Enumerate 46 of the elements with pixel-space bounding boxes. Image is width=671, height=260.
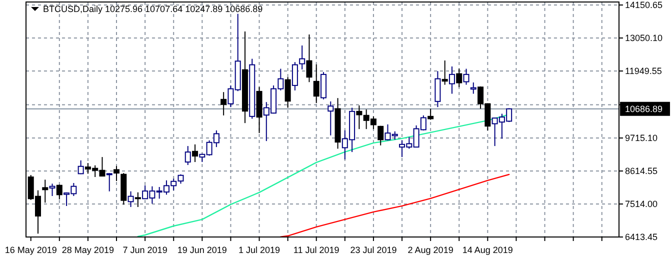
- candlestick: [42, 179, 48, 204]
- candlestick: [320, 72, 326, 100]
- candlestick: [356, 104, 362, 130]
- candlestick: [463, 68, 470, 86]
- candlestick: [292, 62, 298, 91]
- x-tick-label: 28 May 2019: [62, 245, 114, 255]
- candlestick: [328, 100, 334, 136]
- candlestick: [134, 192, 141, 208]
- candlestick: [306, 34, 312, 83]
- candlestick: [434, 70, 441, 108]
- candlestick: [284, 76, 291, 108]
- candlestick: [448, 66, 455, 94]
- x-tick-label: 23 Jul 2019: [350, 245, 397, 255]
- chart-title: BTCUSD,Daily 10275.96 10707.64 10247.89 10686.89: [43, 4, 263, 14]
- candlestick: [78, 160, 84, 175]
- x-tick-label: 11 Jul 2019: [293, 245, 340, 255]
- candlestick: [220, 92, 227, 116]
- x-tick-label: 1 Jul 2019: [238, 245, 280, 255]
- x-tick-label: 16 May 2019: [4, 245, 57, 255]
- candlestick: [299, 44, 306, 70]
- ref-line-label: 10686.89: [625, 104, 663, 114]
- candlestick: [49, 183, 56, 196]
- candlestick: [378, 125, 384, 146]
- candlestick: [456, 68, 462, 88]
- candlestick: [114, 166, 120, 182]
- line-series: [280, 174, 510, 238]
- candlestick: [184, 146, 191, 166]
- candlestick: [428, 108, 434, 120]
- y-tick-label: 13050.10: [625, 33, 663, 44]
- candlestick: [442, 60, 448, 86]
- y-tick-label: 9715.10: [625, 133, 658, 144]
- y-tick-label: 14150.65: [625, 0, 663, 10]
- candlestick: [470, 82, 476, 94]
- candlestick: [192, 144, 198, 163]
- x-tick-label: 14 Aug 2019: [462, 245, 513, 255]
- candlestick: [313, 64, 320, 104]
- candlestick: [128, 190, 134, 208]
- y-tick-label: 11949.55: [625, 66, 662, 76]
- candlestick: [56, 184, 62, 200]
- y-tick-label: 6413.45: [625, 232, 658, 242]
- x-tick-label: 2 Aug 2019: [408, 245, 454, 255]
- y-tick-label: 7514.00: [625, 199, 658, 210]
- x-tick-label: 19 Jun 2019: [177, 245, 227, 255]
- candlestick: [106, 172, 112, 192]
- x-tick-label: 7 Jun 2019: [122, 245, 168, 255]
- y-tick-label: 8614.55: [625, 166, 658, 176]
